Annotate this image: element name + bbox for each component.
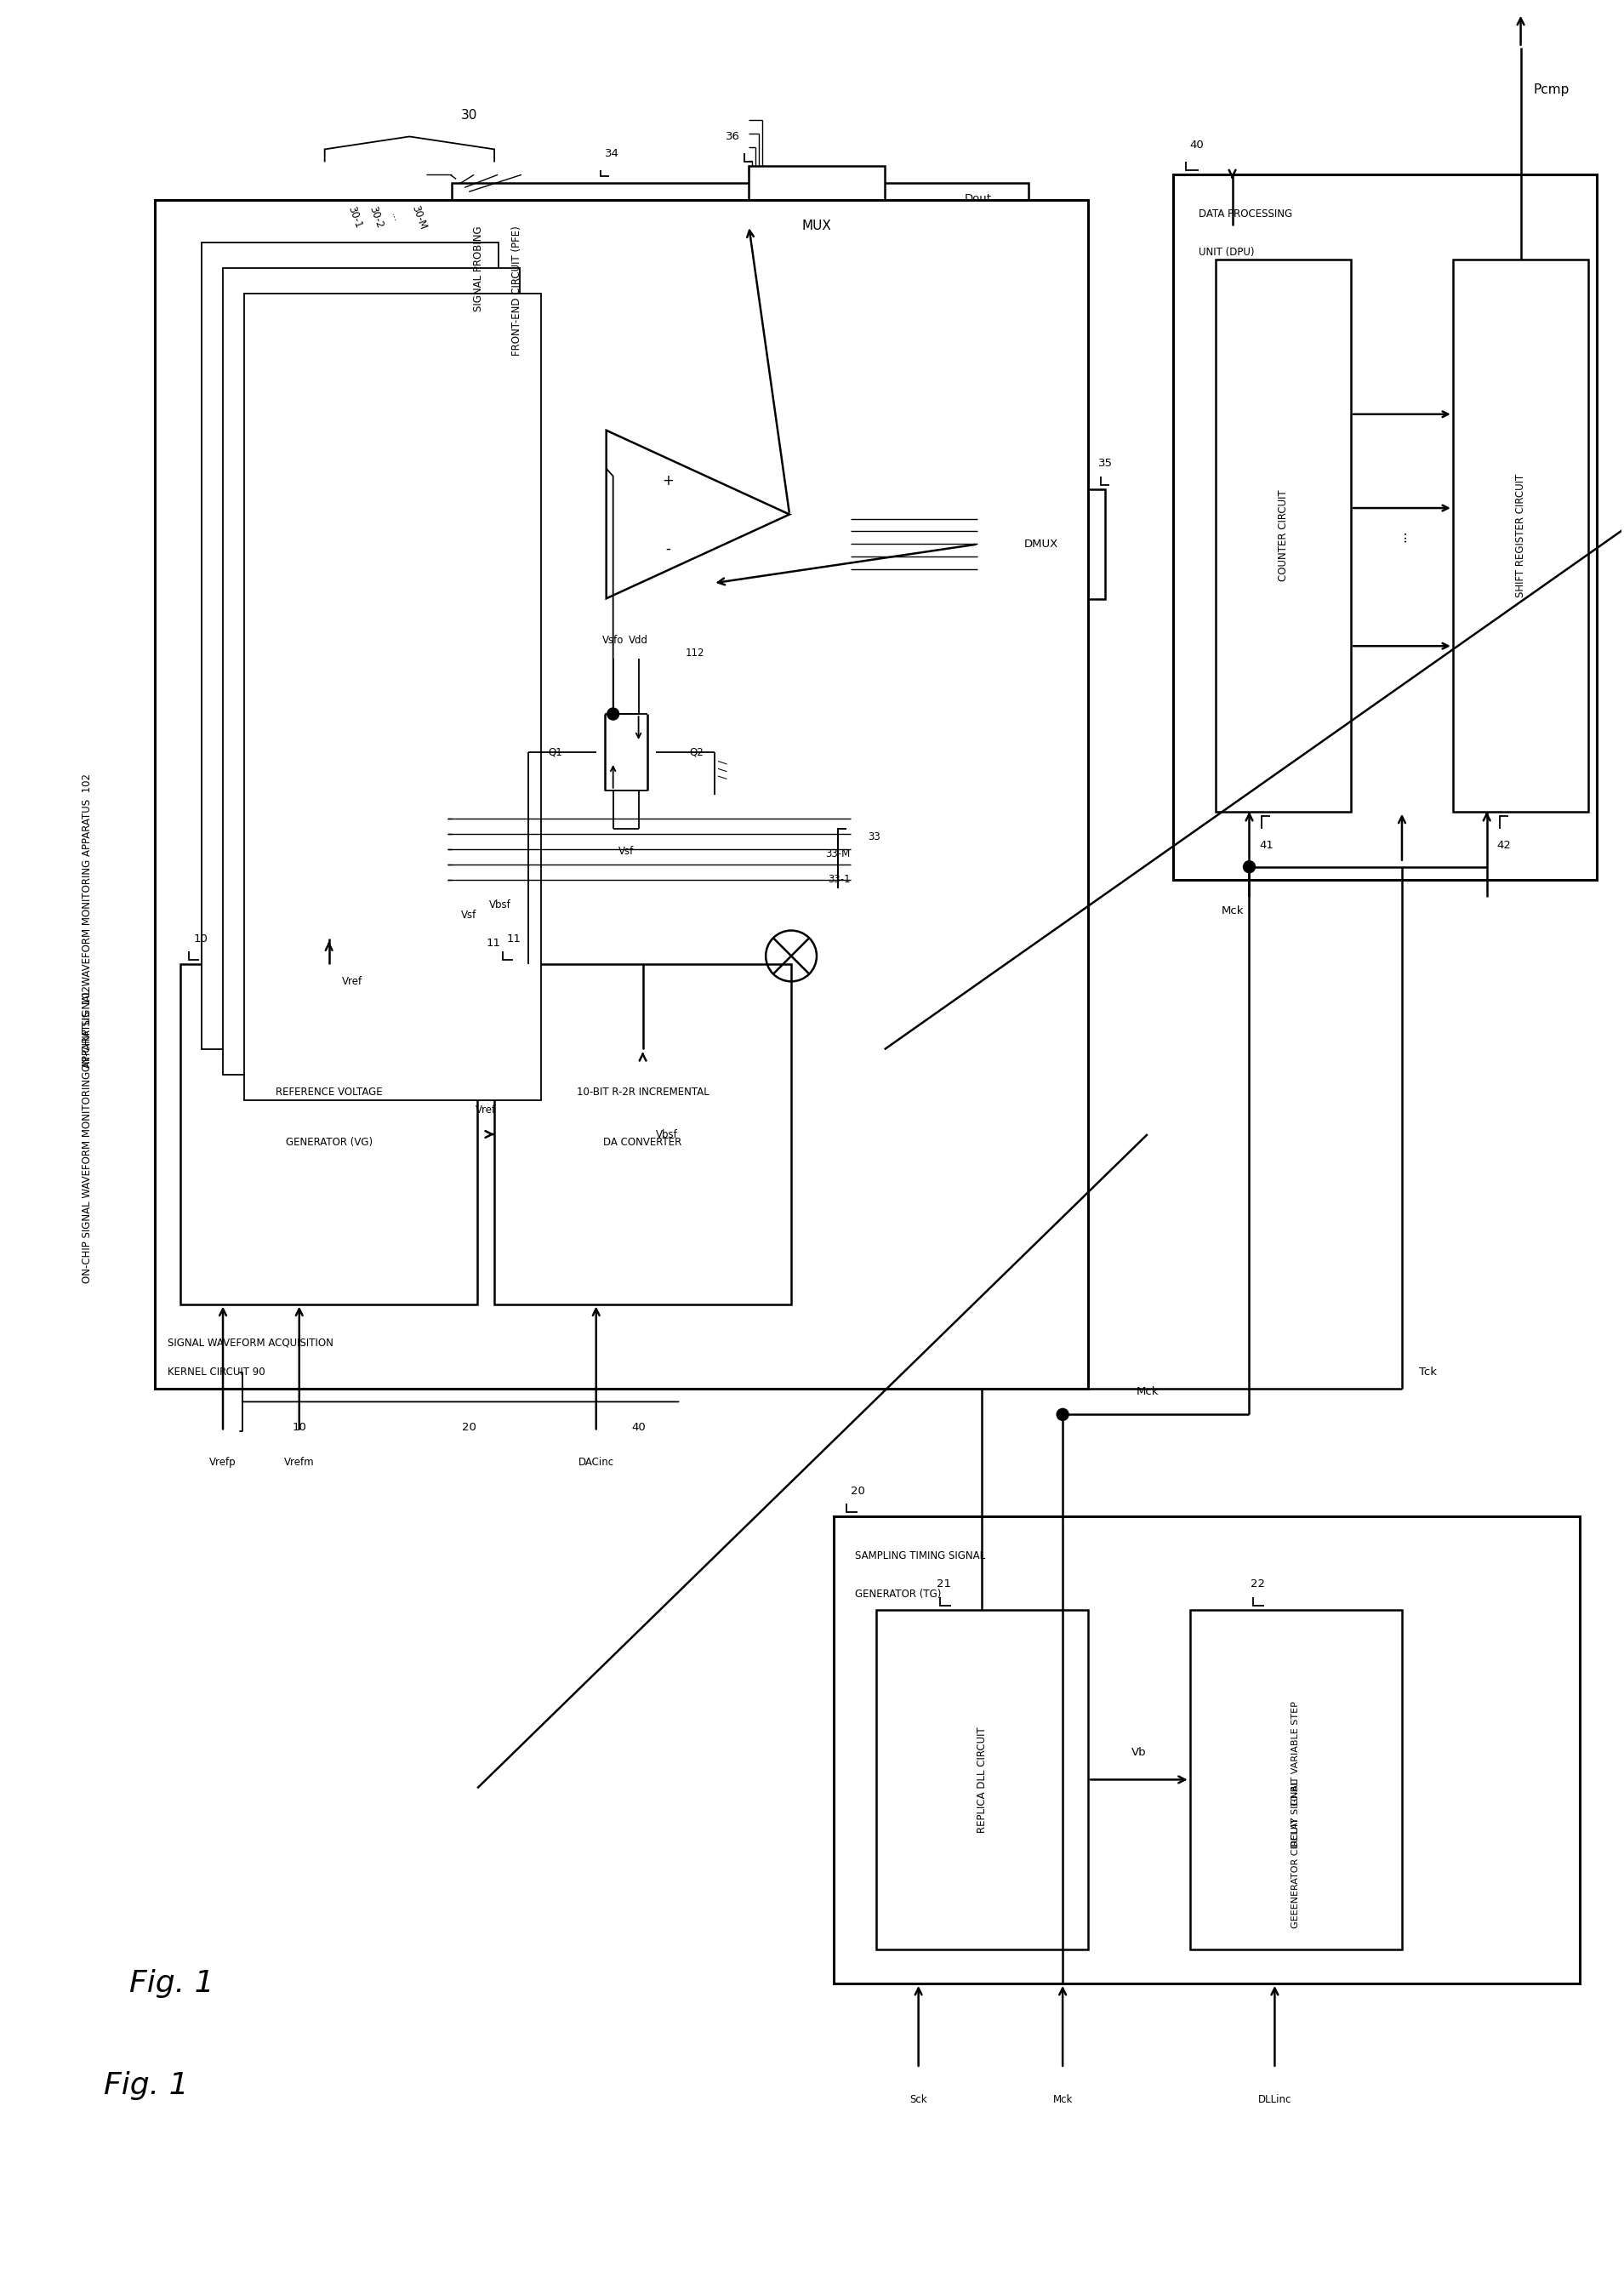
- Text: 33-M: 33-M: [825, 849, 851, 861]
- Text: 10: 10: [292, 1422, 307, 1434]
- Text: 30-2: 30-2: [367, 205, 385, 231]
- Text: 30: 30: [461, 110, 477, 121]
- Text: Q2: Q2: [690, 747, 703, 758]
- FancyBboxPatch shape: [978, 489, 1104, 600]
- Text: GENERATOR (TG): GENERATOR (TG): [854, 1589, 940, 1600]
- Text: 33-1: 33-1: [828, 874, 851, 886]
- FancyBboxPatch shape: [749, 167, 885, 285]
- Text: Fig. 1: Fig. 1: [130, 1968, 214, 1998]
- FancyBboxPatch shape: [451, 183, 1028, 1050]
- Text: SIGNAL PROBING: SIGNAL PROBING: [473, 226, 484, 310]
- Text: ON-CHIP SIGNAL WAVEFORM MONITORING APPARATUS  102: ON-CHIP SIGNAL WAVEFORM MONITORING APPAR…: [81, 986, 93, 1283]
- Text: 112: 112: [685, 648, 705, 660]
- FancyBboxPatch shape: [1215, 260, 1351, 810]
- Text: GEEENERATOR CIRCUIT: GEEENERATOR CIRCUIT: [1291, 1817, 1301, 1929]
- FancyBboxPatch shape: [875, 1610, 1088, 1950]
- Text: DATA PROCESSING: DATA PROCESSING: [1199, 208, 1293, 219]
- Text: Vbsf: Vbsf: [656, 1128, 677, 1139]
- Text: +: +: [663, 473, 674, 489]
- Text: Vdd: Vdd: [628, 635, 648, 646]
- Text: 11: 11: [486, 938, 500, 950]
- Text: UNIT (DPU): UNIT (DPU): [1199, 247, 1254, 258]
- Text: Q1: Q1: [547, 747, 562, 758]
- Text: Vsf: Vsf: [619, 845, 633, 856]
- Text: -: -: [666, 541, 671, 557]
- FancyBboxPatch shape: [180, 963, 477, 1304]
- Text: Pcmp: Pcmp: [1533, 84, 1569, 96]
- Text: 36: 36: [726, 130, 741, 142]
- Text: 30-M: 30-M: [409, 203, 429, 231]
- FancyBboxPatch shape: [222, 267, 520, 1075]
- Text: 10-BIT VARIABLE STEP: 10-BIT VARIABLE STEP: [1291, 1701, 1301, 1806]
- Text: ...: ...: [1395, 530, 1408, 541]
- Text: REFERENCE VOLTAGE: REFERENCE VOLTAGE: [276, 1087, 382, 1098]
- Text: 42: 42: [1497, 840, 1510, 852]
- Text: Vrefm: Vrefm: [284, 1457, 315, 1468]
- Circle shape: [1057, 1409, 1069, 1420]
- Text: Tck: Tck: [1419, 1368, 1437, 1377]
- Text: GENERATOR (VG): GENERATOR (VG): [286, 1137, 372, 1148]
- Text: Mck: Mck: [1052, 2094, 1072, 2105]
- Text: COUNTER CIRCUIT: COUNTER CIRCUIT: [1278, 491, 1289, 582]
- Text: 35: 35: [1098, 459, 1112, 468]
- Text: Dout: Dout: [965, 194, 991, 205]
- Text: Vb: Vb: [1132, 1746, 1147, 1758]
- Text: 40: 40: [632, 1422, 646, 1434]
- Circle shape: [607, 708, 619, 719]
- Text: Fig. 1: Fig. 1: [104, 2071, 188, 2100]
- Text: ...: ...: [388, 210, 403, 224]
- Text: 22: 22: [1250, 1580, 1265, 1589]
- FancyBboxPatch shape: [494, 963, 791, 1304]
- FancyBboxPatch shape: [180, 217, 477, 1023]
- Text: Mck: Mck: [1221, 904, 1244, 915]
- Text: 10: 10: [193, 934, 208, 945]
- Text: 11: 11: [507, 934, 521, 945]
- FancyBboxPatch shape: [201, 242, 499, 1050]
- Circle shape: [1244, 861, 1255, 872]
- Text: Sck: Sck: [909, 2094, 927, 2105]
- FancyBboxPatch shape: [1173, 176, 1596, 879]
- Text: 34: 34: [604, 148, 619, 160]
- Text: ON-CHIP SIGNAL WAVEFORM MONITORING APPARATUS  102: ON-CHIP SIGNAL WAVEFORM MONITORING APPAR…: [81, 774, 93, 1071]
- Text: DMUX: DMUX: [1025, 539, 1059, 550]
- FancyBboxPatch shape: [833, 1516, 1580, 1984]
- Text: / / /: / / /: [718, 760, 729, 779]
- Text: SIGNAL WAVEFORM ACQUISITION: SIGNAL WAVEFORM ACQUISITION: [167, 1338, 333, 1347]
- Text: 33: 33: [867, 831, 880, 842]
- Text: SHIFT REGISTER CIRCUIT: SHIFT REGISTER CIRCUIT: [1515, 475, 1527, 598]
- Text: DELAY SIGNAL: DELAY SIGNAL: [1291, 1778, 1301, 1847]
- Text: Vsfo: Vsfo: [603, 635, 624, 646]
- FancyBboxPatch shape: [154, 201, 1088, 1388]
- FancyBboxPatch shape: [244, 295, 541, 1100]
- Text: 20: 20: [851, 1486, 866, 1495]
- Text: Vbsf: Vbsf: [489, 900, 512, 911]
- Text: DLLinc: DLLinc: [1259, 2094, 1291, 2105]
- Text: SAMPLING TIMING SIGNAL: SAMPLING TIMING SIGNAL: [854, 1550, 986, 1562]
- Text: 21: 21: [937, 1580, 952, 1589]
- Text: KERNEL CIRCUIT 90: KERNEL CIRCUIT 90: [167, 1368, 265, 1377]
- Text: DA CONVERTER: DA CONVERTER: [604, 1137, 682, 1148]
- Text: 20: 20: [461, 1422, 476, 1434]
- Text: 41: 41: [1259, 840, 1273, 852]
- FancyBboxPatch shape: [1190, 1610, 1402, 1950]
- Text: Mck: Mck: [1137, 1386, 1160, 1397]
- Text: Vref: Vref: [341, 975, 362, 986]
- Text: 10-BIT R-2R INCREMENTAL: 10-BIT R-2R INCREMENTAL: [577, 1087, 710, 1098]
- Text: 40: 40: [1190, 139, 1203, 151]
- Text: Vref: Vref: [476, 1105, 495, 1116]
- Text: Vsf: Vsf: [461, 909, 477, 920]
- Text: REPLICA DLL CIRCUIT: REPLICA DLL CIRCUIT: [976, 1726, 987, 1833]
- Text: 30-1: 30-1: [346, 205, 364, 231]
- Text: MUX: MUX: [802, 219, 831, 233]
- Text: DACinc: DACinc: [578, 1457, 614, 1468]
- Text: Vrefp: Vrefp: [209, 1457, 237, 1468]
- FancyBboxPatch shape: [1453, 260, 1588, 810]
- Text: FRONT-END CIRCUIT (PFE): FRONT-END CIRCUIT (PFE): [512, 226, 523, 356]
